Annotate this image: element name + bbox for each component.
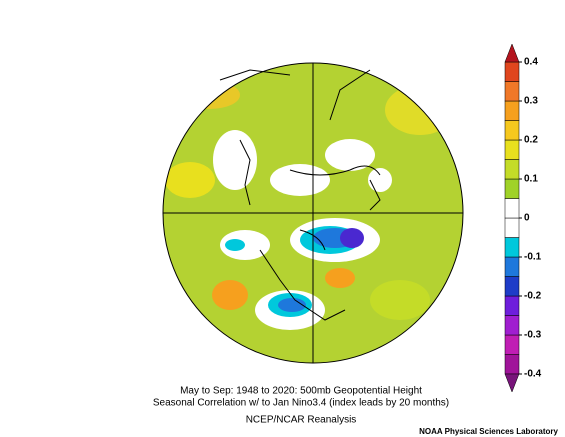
colorbar-tick-label: -0.1	[524, 252, 542, 263]
colorbar-tick-label: 0	[524, 213, 530, 224]
colorbar-over	[504, 43, 520, 63]
map	[162, 62, 464, 364]
colorbar-segment	[504, 217, 520, 238]
colorbar-under	[504, 373, 520, 393]
colorbar-segment	[504, 276, 520, 297]
caption: May to Sep: 1948 to 2020: 500mb Geopoten…	[180, 386, 422, 397]
colorbar-tick-label: 0.1	[524, 174, 538, 185]
colorbar-segment	[504, 315, 520, 336]
coastlines	[219, 69, 381, 321]
credit: NOAA Physical Sciences Laboratory	[419, 427, 558, 436]
colorbar: 0.4 0.3 0.2 0.1 0 -0.1 -0.2 -0.3 -0.4	[504, 43, 542, 393]
colorbar-tick-label: 0.4	[524, 57, 538, 68]
colorbar-segment	[504, 61, 520, 82]
colorbar-segment	[504, 256, 520, 277]
colorbar-segment	[504, 198, 520, 219]
colorbar-segment	[504, 237, 520, 258]
colorbar-segment	[504, 120, 520, 141]
colorbar-tick-label: 0.2	[524, 135, 538, 146]
colorbar-segment	[504, 334, 520, 355]
colorbar-segment	[504, 178, 520, 199]
shading	[165, 81, 455, 330]
colorbar-segment	[504, 139, 520, 160]
dataset-label: NCEP/NCAR Reanalysis	[246, 415, 357, 426]
colorbar-tick-label: -0.3	[524, 330, 542, 341]
colorbar-segment	[504, 354, 520, 375]
colorbar-tick-label: -0.4	[524, 369, 542, 380]
colorbar-tick-label: 0.3	[524, 96, 538, 107]
colorbar-segment	[504, 295, 520, 316]
colorbar-tick-label: -0.2	[524, 291, 542, 302]
caption: Seasonal Correlation w/ to Jan Nino3.4 (…	[153, 398, 449, 409]
map-border	[162, 62, 464, 364]
colorbar-segment	[504, 81, 520, 102]
colorbar-segment	[504, 100, 520, 121]
colorbar-segment	[504, 159, 520, 180]
